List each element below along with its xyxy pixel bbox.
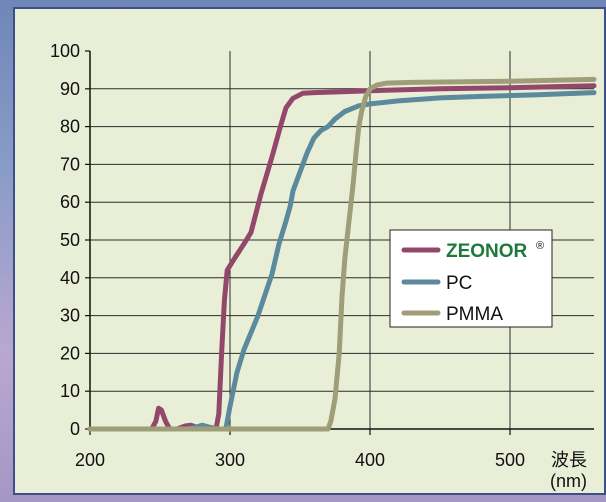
y-tick-label-100: 100: [50, 41, 80, 61]
y-tick-label-0: 0: [70, 419, 80, 439]
x-tick-label-200: 200: [75, 450, 105, 470]
x-unit-sub: (nm): [550, 471, 587, 491]
legend-label-pc: PC: [446, 273, 472, 294]
legend-label-pmma: PMMA: [446, 304, 503, 325]
x-tick-label-400: 400: [355, 450, 385, 470]
series-line-pmma: [87, 76, 597, 432]
y-tick-label-20: 20: [60, 343, 80, 363]
y-tick-label-90: 90: [60, 79, 80, 99]
y-tick-label-70: 70: [60, 154, 80, 174]
series-line-zeonor: [87, 83, 597, 432]
series-lines: [87, 76, 597, 432]
x-tick-label-500: 500: [495, 450, 525, 470]
y-tick-label-50: 50: [60, 230, 80, 250]
y-tick-label-30: 30: [60, 306, 80, 326]
y-tick-label-40: 40: [60, 268, 80, 288]
x-tick-label-300: 300: [215, 450, 245, 470]
y-tick-label-10: 10: [60, 381, 80, 401]
legend-label-zeonor: ZEONOR: [446, 241, 528, 262]
x-unit-label: 波長: [551, 450, 587, 470]
legend-label-zeonor-mark: ®: [536, 240, 544, 252]
tick-labels: 0 10 20 30 40 50 60 70 80 90 100 200 300 400 500: [50, 41, 525, 470]
legend: ZEONOR ® PC PMMA: [389, 229, 553, 328]
y-tick-label-80: 80: [60, 117, 80, 137]
y-tick-label-60: 60: [60, 192, 80, 212]
